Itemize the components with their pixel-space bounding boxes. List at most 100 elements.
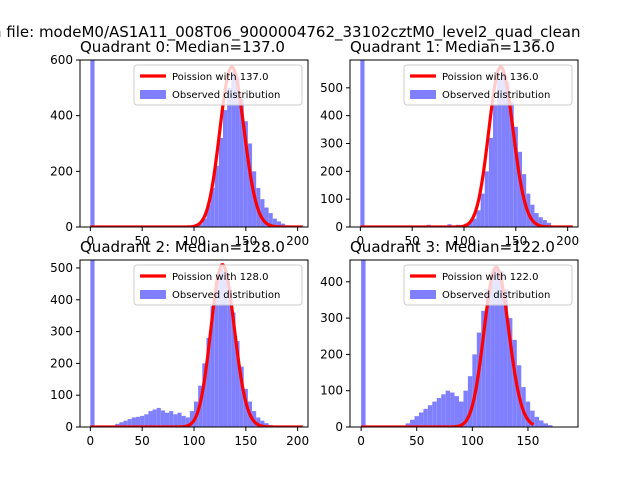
- x-tick-label: 100: [183, 234, 206, 248]
- hist-bar: [160, 410, 165, 427]
- hist-bar: [239, 98, 244, 227]
- hist-bar: [127, 419, 132, 427]
- hist-bar: [499, 270, 504, 427]
- y-tick-label: 400: [50, 293, 73, 307]
- hist-bar: [509, 101, 514, 227]
- quadrant-3-panel: 0 50 100 150 0 100 200 300 400 Quadrant 3: Median…: [320, 238, 579, 448]
- hist-bar: [361, 260, 366, 427]
- hist-bar: [472, 218, 477, 227]
- y-tick-label: 0: [65, 420, 73, 434]
- hist-bar: [202, 363, 207, 427]
- quadrant-0-title: Quadrant 0: Median=137.0: [80, 38, 285, 56]
- hist-bar: [485, 289, 491, 427]
- x-tick-label: 0: [87, 434, 95, 448]
- hist-bar: [223, 110, 228, 227]
- hist-bar: [488, 137, 494, 227]
- hist-bar: [90, 60, 95, 227]
- hist-bar: [227, 287, 232, 427]
- y-tick-label: 300: [320, 137, 343, 151]
- figure-suptitle: n file: modeM0/AS1A11_008T06_9000004762_…: [0, 23, 581, 42]
- legend-bar-swatch: [410, 90, 436, 99]
- hist-bar: [458, 401, 464, 427]
- x-tick-label: 150: [234, 234, 257, 248]
- x-tick-label: 0: [357, 234, 365, 248]
- legend-entry-poisson: Poission with 136.0: [442, 72, 538, 83]
- hist-bar: [505, 82, 510, 227]
- hist-bar: [450, 392, 455, 427]
- legend: Poission with 136.0 Observed distribution: [403, 64, 573, 106]
- hist-bar: [530, 410, 535, 427]
- hist-bar: [135, 416, 141, 427]
- hist-bar: [214, 280, 219, 427]
- hist-bar: [214, 165, 219, 227]
- x-tick-label: 50: [135, 234, 150, 248]
- hist-bar: [264, 207, 269, 227]
- hist-bar: [441, 394, 446, 427]
- hist-bar: [272, 218, 277, 227]
- legend: Poission with 122.0 Observed distribution: [403, 264, 573, 306]
- y-tick-label: 200: [50, 356, 73, 370]
- x-tick-label: 200: [286, 234, 309, 248]
- x-tick-label: 150: [234, 434, 257, 448]
- hist-bar: [198, 224, 203, 227]
- hist-bar: [534, 213, 539, 227]
- hist-bar: [90, 260, 95, 427]
- hist-bar: [206, 337, 211, 427]
- x-tick-label: 100: [183, 434, 206, 448]
- hist-bar: [427, 405, 433, 427]
- y-tick-label: 200: [320, 164, 343, 178]
- hist-bar: [264, 423, 269, 427]
- hist-bar: [512, 339, 517, 427]
- hist-bar: [493, 104, 498, 227]
- hist-bar: [414, 416, 419, 427]
- hist-bar: [223, 271, 228, 427]
- y-tick-label: 100: [50, 388, 73, 402]
- legend-bar-swatch: [140, 290, 166, 299]
- hist-bar: [481, 310, 486, 427]
- hist-bar: [169, 411, 174, 427]
- legend-entry-observed: Observed distribution: [172, 290, 280, 301]
- quadrant-0-panel: 0 50 100 150 200 0 200 400 600 Quadrant 0: Median…: [50, 38, 309, 248]
- hist-bar: [144, 414, 149, 427]
- hist-bar: [468, 221, 473, 227]
- hist-bar: [547, 425, 553, 427]
- hist-bar: [494, 267, 500, 427]
- hist-bar: [227, 87, 232, 227]
- hist-bar: [189, 411, 194, 427]
- hist-bar: [360, 60, 365, 227]
- x-tick-label: 0: [357, 434, 365, 448]
- y-tick-label: 600: [50, 53, 73, 67]
- x-tick-label: 0: [87, 234, 95, 248]
- hist-bar: [181, 415, 186, 427]
- y-tick-label: 300: [320, 311, 343, 325]
- hist-bar: [501, 71, 506, 227]
- y-tick-label: 0: [335, 420, 343, 434]
- x-tick-label: 50: [135, 434, 150, 448]
- hist-bar: [131, 417, 136, 427]
- hist-bar: [164, 412, 170, 427]
- legend-bar-swatch: [410, 290, 436, 299]
- hist-bar: [503, 289, 508, 427]
- hist-bar: [467, 376, 473, 427]
- x-tick-label: 200: [556, 234, 579, 248]
- x-tick-label: 150: [516, 434, 539, 448]
- hist-bar: [185, 417, 190, 427]
- hist-bar: [405, 423, 411, 427]
- hist-bar: [454, 396, 459, 427]
- hist-bar: [152, 409, 157, 427]
- hist-bar: [538, 217, 543, 227]
- y-tick-label: 400: [320, 109, 343, 123]
- hist-bar: [243, 121, 248, 227]
- y-tick-label: 100: [320, 192, 343, 206]
- hist-bar: [218, 137, 224, 227]
- hist-bar: [543, 423, 548, 427]
- hist-bar: [268, 213, 273, 227]
- hist-bar: [418, 412, 424, 427]
- y-tick-label: 200: [320, 347, 343, 361]
- y-tick-label: 0: [335, 220, 343, 234]
- y-tick-label: 200: [50, 164, 73, 178]
- legend-entry-poisson: Poission with 137.0: [172, 72, 268, 83]
- legend: Poission with 137.0 Observed distribution: [133, 64, 303, 106]
- hist-bar: [546, 222, 552, 227]
- axes-frame: [349, 259, 579, 428]
